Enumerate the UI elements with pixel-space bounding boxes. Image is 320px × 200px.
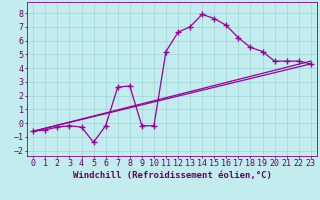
X-axis label: Windchill (Refroidissement éolien,°C): Windchill (Refroidissement éolien,°C) — [73, 171, 271, 180]
